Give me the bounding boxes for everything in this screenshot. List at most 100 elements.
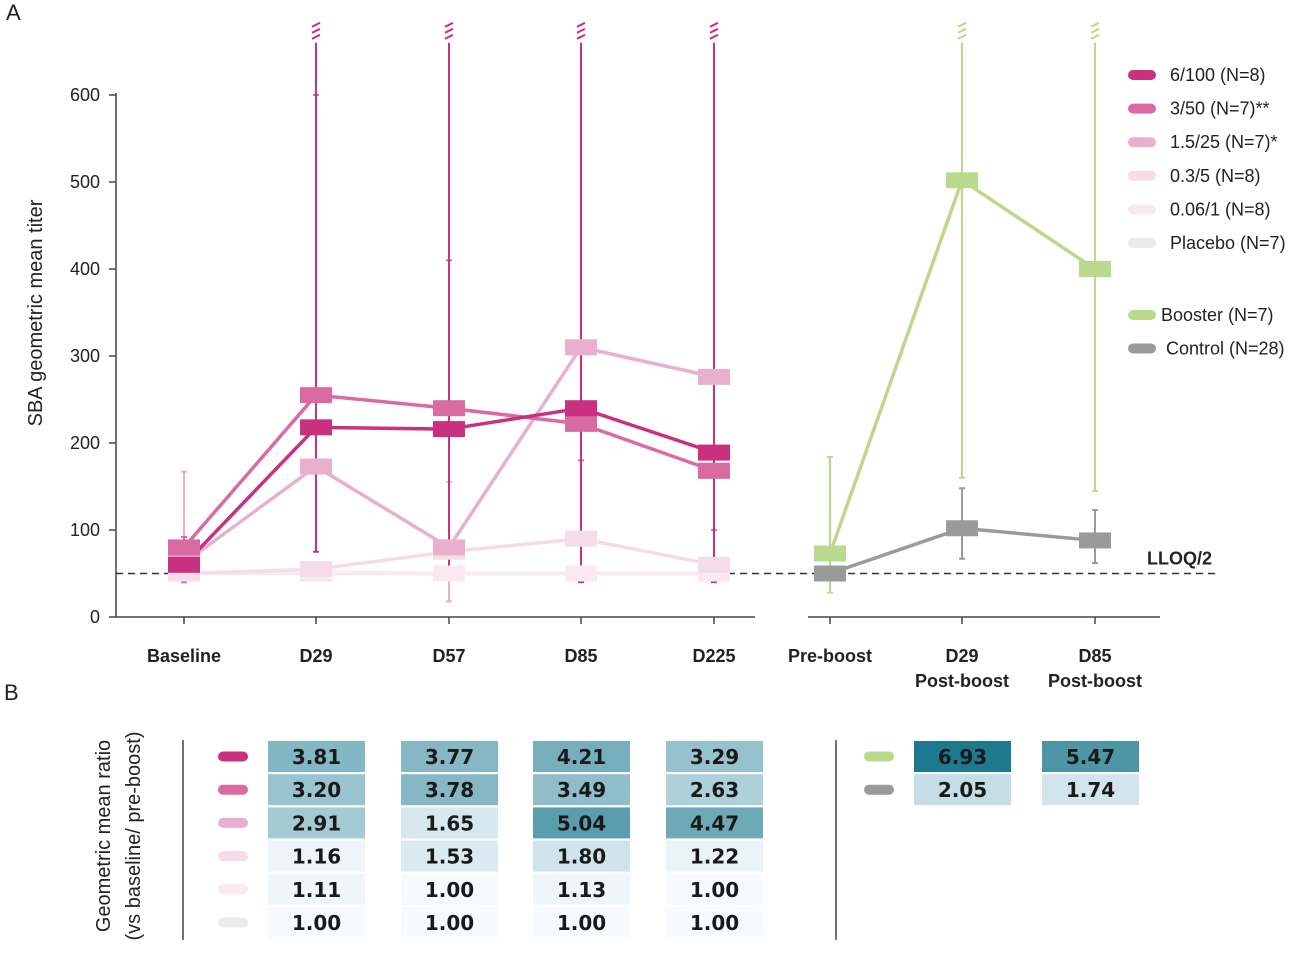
axis-break-mark (1090, 21, 1100, 40)
table-cell-value: 3.29 (690, 745, 739, 769)
data-point-6-100-n-8 (300, 419, 332, 436)
table-cell-value: 1.11 (292, 878, 341, 902)
table-cell-value: 5.47 (1066, 745, 1115, 769)
legend-swatch-0-06-1-n-8 (1128, 204, 1156, 215)
data-point-3-50-n-7 (300, 387, 332, 404)
x-tick-label: Post-boost (915, 671, 1009, 691)
y-tick-label: 600 (70, 85, 100, 105)
table-cell (533, 873, 630, 905)
data-point-6-100-n-8 (168, 556, 200, 573)
legend-swatch-3-50-n-7 (1128, 103, 1156, 114)
table-cell-value: 3.78 (425, 778, 474, 802)
table-cell-value: 1.53 (425, 845, 474, 869)
x-tick-label: Post-boost (1048, 671, 1142, 691)
legend-label-0-3-5-n-8: 0.3/5 (N=8) (1170, 166, 1261, 186)
panel-b-letter: B (4, 680, 19, 705)
data-point-0-3-5-n-8 (698, 556, 730, 573)
table-cell (401, 873, 498, 905)
data-point-0-3-5-n-8 (565, 530, 597, 547)
data-point-6-100-n-8 (565, 400, 597, 417)
x-tick-label: Pre-boost (788, 646, 872, 666)
table-cell-value: 2.91 (292, 811, 341, 835)
axis-break-mark (709, 21, 719, 40)
data-point-6-100-n-8 (698, 444, 730, 461)
table-cell (914, 741, 1011, 772)
table-cell-value: 3.20 (292, 778, 341, 802)
table-cell-value: 4.47 (690, 811, 739, 835)
row-swatch-3-50-n-7 (218, 784, 248, 795)
table-cell (268, 873, 365, 905)
table-cell (268, 840, 365, 872)
axis-break-mark (444, 21, 454, 40)
legend-label-booster-n-7: Booster (N=7) (1161, 305, 1274, 325)
axis-break-mark (576, 21, 586, 40)
table-cell (1042, 774, 1139, 806)
table-cell-value: 1.65 (425, 811, 474, 835)
data-point-control-n-28 (814, 565, 846, 582)
table-cell-value: 4.21 (557, 745, 606, 769)
table-cell (533, 840, 630, 872)
row-swatch-0-06-1-n-8 (218, 884, 248, 895)
data-point-0-06-1-n-8 (433, 565, 465, 582)
legend-swatch-6-100-n-8 (1128, 70, 1156, 80)
table-cell-value: 1.16 (292, 845, 341, 869)
data-point-booster-n-7 (814, 545, 846, 562)
table-cell-value: 5.04 (557, 811, 606, 835)
table-cell (666, 807, 763, 839)
x-tick-label: D85 (1078, 646, 1111, 666)
table-cell (401, 907, 498, 938)
table-cell-value: 3.77 (425, 745, 474, 769)
data-point-3-50-n-7 (698, 462, 730, 479)
table-cell-value: 1.00 (425, 911, 474, 935)
table-y-title: Geometric mean ratio (93, 740, 115, 932)
data-point-control-n-28 (1079, 532, 1111, 549)
legend-label-6-100-n-8: 6/100 (N=8) (1170, 65, 1266, 85)
y-axis-title: SBA geometric mean titer (25, 199, 47, 426)
table-cell (666, 840, 763, 872)
legend-label-placebo-n-7: Placebo (N=7) (1170, 233, 1286, 253)
data-point-3-50-n-7 (433, 400, 465, 417)
titer-line-chart: 0 100 200 300 400 500 600 SBA geometric mean ti… (25, 21, 1286, 691)
table-cell (268, 774, 365, 806)
data-point-1-5-25-n-7 (698, 368, 730, 385)
data-point-3-50-n-7 (168, 539, 200, 556)
row-swatch-1-5-25-n-7 (218, 817, 248, 828)
x-tick-label: D225 (692, 646, 735, 666)
table-cell-value: 1.22 (690, 845, 739, 869)
legend-label-3-50-n-7: 3/50 (N=7)** (1170, 99, 1270, 119)
table-cell-value: 1.74 (1066, 778, 1115, 802)
y-tick-label: 100 (70, 520, 100, 540)
data-point-booster-n-7 (1079, 261, 1111, 277)
table-cell-value: 2.05 (938, 778, 987, 802)
data-point-0-06-1-n-8 (565, 565, 597, 582)
table-cell (1042, 741, 1139, 772)
table-cell (268, 741, 365, 772)
table-cell (914, 774, 1011, 806)
legend-label-0-06-1-n-8: 0.06/1 (N=8) (1170, 199, 1271, 219)
table-cell (401, 741, 498, 772)
table-cell-value: 6.93 (938, 745, 987, 769)
row-swatch-control-n-28 (864, 784, 894, 795)
table-cell-value: 3.49 (557, 778, 606, 802)
row-swatch-placebo-n-7 (218, 917, 248, 928)
table-cell (401, 807, 498, 839)
table-cell (268, 807, 365, 839)
table-cell (666, 774, 763, 806)
gmr-heat-table: Geometric mean ratio (vs baseline/ pre-bo… (93, 732, 1139, 940)
table-cell (401, 840, 498, 872)
x-tick-label: D57 (432, 646, 465, 666)
x-tick-label: D29 (299, 646, 332, 666)
table-cell (666, 741, 763, 772)
row-swatch-0-3-5-n-8 (218, 851, 248, 862)
legend-label-control-n-28: Control (N=28) (1166, 339, 1285, 359)
table-cell-value: 1.00 (690, 878, 739, 902)
data-point-3-50-n-7 (565, 415, 597, 432)
table-cell (533, 774, 630, 806)
table-cell-value: 1.00 (292, 911, 341, 935)
legend-swatch-booster-n-7 (1128, 310, 1156, 320)
legend-swatch-placebo-n-7 (1128, 238, 1156, 248)
table-cell (401, 774, 498, 806)
data-point-6-100-n-8 (433, 421, 465, 438)
y-tick-label: 200 (70, 433, 100, 453)
row-swatch-6-100-n-8 (218, 751, 248, 762)
